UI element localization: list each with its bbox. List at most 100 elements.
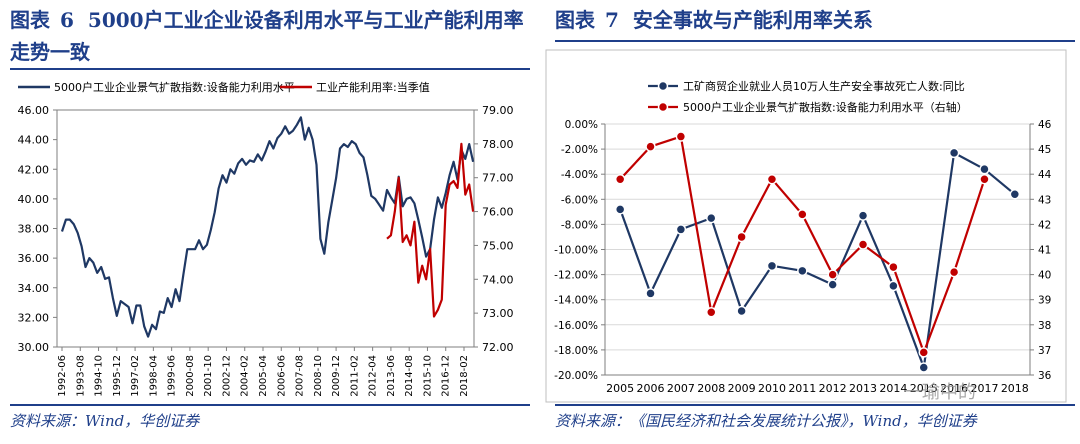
left-axis-tick-label: -2.00% <box>561 144 598 156</box>
x-axis-tick-label: 2006-06 <box>276 355 287 397</box>
series-2-point <box>857 239 869 250</box>
series-1-point <box>1009 189 1021 200</box>
left-axis-tick-label: -20.00% <box>554 370 598 382</box>
x-axis-tick-label: 2000-08 <box>185 355 196 397</box>
series-1-point <box>766 260 778 272</box>
right-axis-tick-label: 78.00 <box>482 138 514 151</box>
right-axis-tick-label: 77.00 <box>482 172 514 185</box>
left-axis-tick-label: 30.00 <box>18 341 50 354</box>
x-axis-tick-label: 2014 <box>879 382 907 395</box>
figure-6-title: 图表 6 5000户工业企业设备利用水平与工业产能利用率走势一致 <box>10 4 530 68</box>
figure-7-bottom-rule <box>555 404 1075 406</box>
legend-marker-1 <box>657 80 669 92</box>
series-1-point <box>979 163 990 175</box>
x-axis-tick-label: 1997-02 <box>130 355 141 397</box>
left-axis-tick-label: 46.00 <box>18 104 50 117</box>
series-1-point <box>857 210 869 221</box>
figure-7-title-text: 安全事故与产能利用率关系 <box>632 8 873 32</box>
figure-6-source: 资料来源：Wind，华创证券 <box>10 412 200 430</box>
right-axis-tick-label: 73.00 <box>482 307 514 320</box>
right-axis-tick-label: 42 <box>1038 219 1051 231</box>
left-axis-tick-label: 44.00 <box>18 134 50 147</box>
right-axis-tick-label: 39 <box>1038 295 1051 307</box>
series-1-point <box>918 362 929 373</box>
left-axis-tick-label: 34.00 <box>18 282 50 295</box>
left-axis-tick-label: 38.00 <box>18 223 50 236</box>
x-axis-tick-label: 2011-02 <box>349 355 360 397</box>
series-2-point <box>766 173 778 185</box>
left-axis-tick-label: -6.00% <box>561 194 598 206</box>
legend-marker-2 <box>657 101 669 113</box>
series-2-point <box>918 347 929 358</box>
x-axis-tick-label: 2001-10 <box>203 355 214 397</box>
x-axis-tick-label: 2016 <box>940 382 968 395</box>
x-axis-tick-label: 2007 <box>667 382 695 395</box>
x-axis-tick-label: 2009-12 <box>331 355 342 397</box>
series-2-point <box>614 173 626 185</box>
right-axis-tick-label: 76.00 <box>482 206 514 219</box>
series-1-point <box>948 147 960 159</box>
figure-7-title-prefix: 图表 <box>555 8 595 32</box>
figure-6-bottom-rule <box>10 404 530 406</box>
x-axis-tick-label: 2015 <box>910 382 938 395</box>
x-axis-tick-label: 2009 <box>728 382 756 395</box>
series-2-point <box>736 231 747 243</box>
series-1-point <box>706 212 717 224</box>
series-1-point <box>888 280 899 292</box>
figure-6-title-text: 5000户工业企业设备利用水平与工业产能利用率走势一致 <box>10 8 524 64</box>
x-axis-tick-label: 2015-10 <box>422 355 433 397</box>
x-axis-tick-label: 2005-04 <box>258 355 269 397</box>
series-2-point <box>948 266 960 278</box>
watermark-text: 一瑜中的 <box>904 382 976 403</box>
x-axis-tick-label: 2013-06 <box>386 355 397 397</box>
right-axis-tick-label: 45 <box>1038 144 1051 156</box>
x-axis-tick-label: 2018-02 <box>459 355 470 397</box>
figure-6-title-number: 6 <box>60 8 74 32</box>
x-axis-tick-label: 2006 <box>637 382 665 395</box>
left-axis-tick-label: -10.00% <box>554 245 598 257</box>
legend-label-1: 5000户工业企业景气扩散指数:设备能力利用水平 <box>54 80 295 94</box>
figure-6-panel: 图表 6 5000户工业企业设备利用水平与工业产能利用率走势一致 30.00 32.0… <box>10 4 530 430</box>
right-axis-tick-label: 41 <box>1038 245 1051 257</box>
series-1-point <box>736 305 747 317</box>
right-axis-tick-label: 74.00 <box>482 273 514 286</box>
right-axis-tick-label: 38 <box>1038 320 1051 332</box>
left-axis-tick-label: -14.00% <box>554 295 598 307</box>
x-axis-tick-label: 2008 <box>697 382 725 395</box>
x-axis-tick-label: 1998-04 <box>148 355 159 397</box>
figure-6-chart: 30.00 32.00 34.00 36.00 38.00 40.00 42.00 44.00… <box>18 80 514 397</box>
x-axis-tick-label: 1993-08 <box>75 355 86 397</box>
figure-7-title: 图表 7 安全事故与产能利用率关系 <box>555 4 1075 36</box>
right-axis-tick-label: 79.00 <box>482 104 514 117</box>
series-1-point <box>827 279 838 290</box>
figure-7-top-rule <box>555 40 1075 42</box>
x-axis-tick-label: 2010 <box>758 382 786 395</box>
x-axis-tick-label: 2004-02 <box>240 355 251 397</box>
series-1-point <box>645 288 656 299</box>
left-axis-tick-label: 42.00 <box>18 163 50 176</box>
right-axis-tick-label: 43 <box>1038 194 1051 206</box>
legend-label-1: 工矿商贸企业就业人员10万人生产安全事故死亡人数:同比 <box>683 79 965 93</box>
left-axis-tick-label: -8.00% <box>561 219 598 231</box>
series-2-point <box>979 173 990 185</box>
figure-7-panel: 图表 7 安全事故与产能利用率关系 -20.00% -18.00% -16.00% -14… <box>545 0 1080 444</box>
x-axis-tick-label: 2018 <box>1001 382 1029 395</box>
right-axis-tick-label: 75.00 <box>482 239 514 252</box>
series-line-2 <box>386 142 475 318</box>
left-axis-tick-label: 0.00% <box>565 119 598 131</box>
x-axis-tick-label: 2016-12 <box>441 355 452 397</box>
x-axis-tick-label: 2007-08 <box>295 355 306 397</box>
x-axis-tick-label: 2012-04 <box>368 355 379 397</box>
x-axis-tick-label: 2011 <box>788 382 816 395</box>
figure-7-chart: -20.00% -18.00% -16.00% -14.00% -12.00% -10.0… <box>545 49 1067 403</box>
x-axis-tick-label: 1999-06 <box>167 355 178 397</box>
left-axis-tick-label: -12.00% <box>554 270 598 282</box>
x-axis-tick-label: 2008-10 <box>313 355 324 397</box>
x-axis-tick-label: 1995-12 <box>112 355 123 397</box>
chart-frame <box>545 49 1067 403</box>
x-axis-tick-label: 1994-10 <box>94 355 105 397</box>
series-2-point <box>888 261 899 273</box>
series-1-point <box>614 204 626 215</box>
left-axis-tick-label: -16.00% <box>554 320 598 332</box>
series-line-1 <box>60 116 475 338</box>
